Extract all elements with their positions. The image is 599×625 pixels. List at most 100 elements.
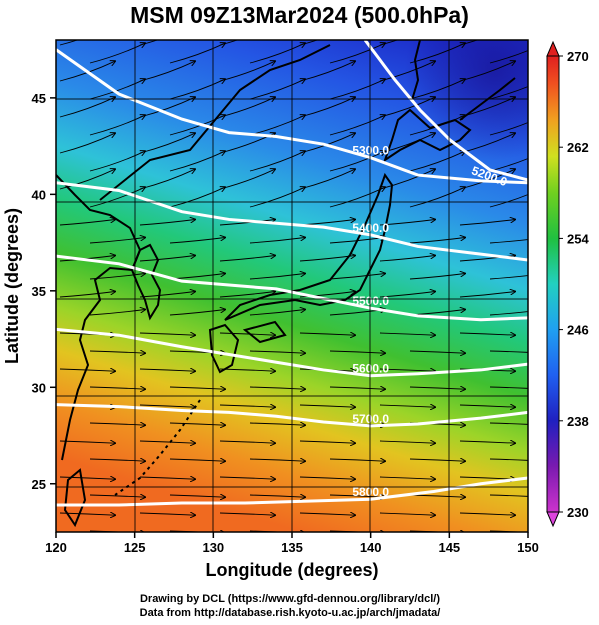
streamline xyxy=(169,459,225,461)
streamline xyxy=(219,220,275,226)
coastlines xyxy=(56,40,516,528)
streamline xyxy=(489,311,528,316)
streamline xyxy=(379,405,435,407)
contour-label: 5500.0 xyxy=(352,294,389,308)
colorbar-tick-label: 254 xyxy=(567,231,589,246)
coastline-sakhalin xyxy=(411,40,421,101)
streamline xyxy=(249,43,305,64)
streamline xyxy=(59,169,115,190)
credit-drawing: Drawing by DCL (https://www.gfd-dennou.o… xyxy=(139,593,441,605)
streamline xyxy=(249,310,305,316)
streamline xyxy=(459,292,515,298)
streamline xyxy=(379,256,435,262)
streamline xyxy=(459,333,515,335)
streamline xyxy=(249,351,305,353)
coastline-korea xyxy=(130,243,162,321)
x-axis-label: Longitude (degrees) xyxy=(205,560,378,580)
x-tick-label: 125 xyxy=(124,540,146,555)
streamline xyxy=(329,351,385,353)
streamline xyxy=(169,387,225,389)
x-tick-label: 150 xyxy=(517,540,539,555)
streamline xyxy=(329,43,385,64)
streamline xyxy=(489,122,528,136)
streamline xyxy=(329,79,385,100)
streamline xyxy=(249,387,305,389)
streamline xyxy=(409,79,465,100)
streamline xyxy=(379,441,435,443)
streamline xyxy=(59,441,115,443)
streamline xyxy=(169,187,225,208)
streamline xyxy=(219,441,275,443)
streamline xyxy=(249,459,305,461)
streamline xyxy=(249,423,305,425)
streamline xyxy=(299,477,355,479)
contour-line xyxy=(363,40,528,182)
contour-label: 5600.0 xyxy=(352,362,389,376)
streamline xyxy=(459,220,515,226)
streamline xyxy=(169,115,225,136)
y-tick-label: 30 xyxy=(32,380,46,395)
streamline xyxy=(89,43,145,64)
streamline xyxy=(139,405,195,407)
x-tick-label: 130 xyxy=(202,540,224,555)
streamline xyxy=(459,256,515,262)
contour-label: 5800.0 xyxy=(352,485,389,499)
streamline xyxy=(299,256,355,262)
streamline xyxy=(409,351,465,353)
streamline xyxy=(379,477,435,479)
streamline xyxy=(89,310,145,316)
streamline xyxy=(379,292,435,298)
x-axis: 120 125 130 135 140 145 150 xyxy=(45,532,539,555)
streamline xyxy=(329,387,385,389)
coastline-china xyxy=(56,174,142,461)
x-tick-label: 140 xyxy=(360,540,382,555)
streamline xyxy=(59,477,115,479)
streamline xyxy=(59,220,115,226)
streamline xyxy=(219,333,275,335)
streamline xyxy=(139,333,195,335)
streamline xyxy=(89,274,145,280)
streamline xyxy=(329,274,385,280)
streamline xyxy=(139,441,195,443)
streamline xyxy=(89,459,145,461)
x-tick-label: 120 xyxy=(45,540,67,555)
streamline xyxy=(139,292,195,298)
streamline xyxy=(169,79,225,100)
streamline xyxy=(329,115,385,136)
streamline xyxy=(409,459,465,461)
streamline xyxy=(459,405,515,407)
streamline xyxy=(249,238,305,244)
colorbar-scale xyxy=(546,55,560,513)
colorbar-tick-label: 270 xyxy=(567,49,589,64)
colorbar-upper-arrow xyxy=(546,40,560,57)
streamline xyxy=(169,43,225,64)
streamline xyxy=(89,151,145,172)
y-tick-label: 25 xyxy=(32,477,46,492)
streamline xyxy=(489,194,528,208)
streamline xyxy=(169,238,225,244)
coastline-kyushu xyxy=(208,323,240,374)
streamline xyxy=(249,274,305,280)
y-axis-label: Latitude (degrees) xyxy=(2,208,22,364)
streamline xyxy=(489,86,528,100)
streamline xyxy=(59,369,115,371)
streamline xyxy=(379,369,435,371)
streamline xyxy=(59,292,115,298)
credits: Drawing by DCL (https://www.gfd-dennou.o… xyxy=(0,592,580,620)
streamline xyxy=(169,310,225,316)
streamline xyxy=(409,238,465,244)
y-tick-label: 45 xyxy=(32,91,46,106)
contour-label: 5700.0 xyxy=(352,412,389,426)
streamline xyxy=(169,151,225,172)
streamline xyxy=(89,387,145,389)
x-tick-label: 145 xyxy=(438,540,460,555)
streamline xyxy=(89,79,145,100)
streamline xyxy=(489,458,528,461)
streamline xyxy=(139,477,195,479)
streamline xyxy=(89,423,145,425)
streamline xyxy=(379,220,435,226)
streamline xyxy=(409,151,465,172)
streamline xyxy=(489,350,528,353)
streamline xyxy=(139,256,195,262)
